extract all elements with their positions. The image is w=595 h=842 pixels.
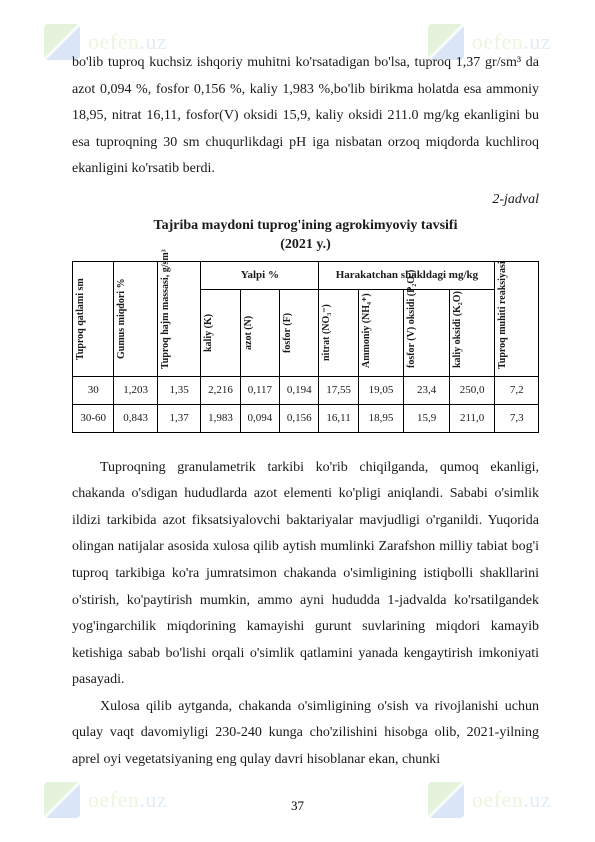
table-cell: 0,094 [240,404,279,432]
table-cell: 15,9 [404,404,450,432]
col-subheader: nitrat (NO₃⁻) [321,294,333,372]
page-content: bo'lib tuproq kuchsiz ishqoriy muhitni k… [0,0,595,842]
col-subheader: kaliy oksidi (K₂O) [452,294,464,372]
table-cell: 0,194 [280,376,319,404]
table-cell: 17,55 [319,376,358,404]
col-group-header: Yalpi % [201,261,319,289]
table-cell: 16,11 [319,404,358,432]
table-cell: 1,983 [201,404,240,432]
col-subheader: azot (N) [243,294,255,372]
col-header: Tuproq qatlami sm [75,265,87,373]
table-row: 30-60 0,843 1,37 1,983 0,094 0,156 16,11… [73,404,539,432]
table-title: Tajriba maydoni tuprog'ining agrokimyovi… [72,216,539,255]
table-header-row-1: Tuproq qatlami sm Gumus miqdori % Tuproq… [73,261,539,289]
table-cell: 23,4 [404,376,450,404]
table-cell: 1,203 [114,376,157,404]
col-header: Tuproq muhiti reaksiyasi [497,265,509,373]
table-cell: 0,843 [114,404,157,432]
table-cell: 7,2 [495,376,539,404]
table-cell: 0,156 [280,404,319,432]
table-cell: 2,216 [201,376,240,404]
table-cell: 250,0 [449,376,495,404]
col-subheader: fosfor (F) [282,294,294,372]
table-cell: 19,05 [358,376,404,404]
table-cell: 0,117 [240,376,279,404]
col-header: Tuproq hajm massasi, g/sm³ [160,265,172,373]
page-number: 37 [0,798,595,814]
col-subheader: kaliy (K) [203,294,215,372]
paragraph-1: bo'lib tuproq kuchsiz ishqoriy muhitni k… [72,50,539,183]
data-table: Tuproq qatlami sm Gumus miqdori % Tuproq… [72,261,539,433]
table-cell: 211,0 [449,404,495,432]
paragraph-3: Xulosa qilib aytganda, chakanda o'simlig… [72,694,539,774]
table-cell: 1,37 [157,404,200,432]
table-cell: 1,35 [157,376,200,404]
table-cell: 7,3 [495,404,539,432]
table-cell: 18,95 [358,404,404,432]
paragraph-2: Tuproqning granulametrik tarkibi ko'rib … [72,455,539,694]
table-cell: 30 [73,376,114,404]
col-subheader: Ammoniy (NH₄⁺) [361,294,373,372]
col-header: Gumus miqdori % [116,265,128,373]
figure-label: 2-jadval [72,187,539,214]
table-cell: 30-60 [73,404,114,432]
table-row: 30 1,203 1,35 2,216 0,117 0,194 17,55 19… [73,376,539,404]
col-subheader: fosfor (V) oksidi (P₂O₅) [406,294,418,372]
